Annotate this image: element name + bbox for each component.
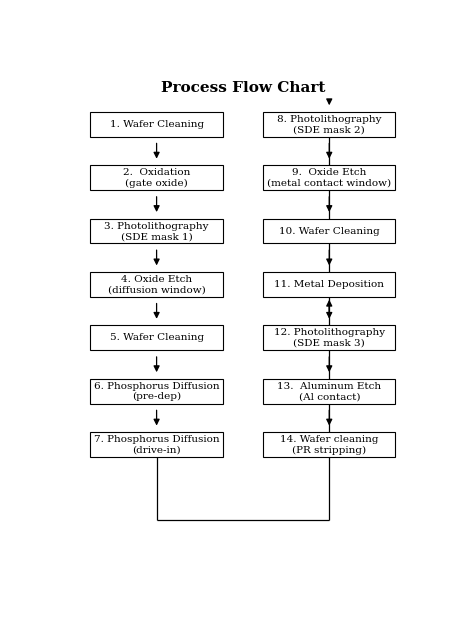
- Text: (metal contact window): (metal contact window): [267, 179, 392, 188]
- Text: (diffusion window): (diffusion window): [108, 285, 205, 295]
- Text: 10. Wafer Cleaning: 10. Wafer Cleaning: [279, 227, 380, 236]
- Text: (SDE mask 3): (SDE mask 3): [293, 339, 365, 348]
- Text: (drive-in): (drive-in): [132, 446, 181, 454]
- Text: 2.  Oxidation: 2. Oxidation: [123, 168, 190, 177]
- Text: (SDE mask 2): (SDE mask 2): [293, 125, 365, 134]
- Text: (SDE mask 1): (SDE mask 1): [121, 232, 192, 241]
- FancyBboxPatch shape: [263, 165, 395, 190]
- Text: 9.  Oxide Etch: 9. Oxide Etch: [292, 168, 366, 177]
- FancyBboxPatch shape: [263, 432, 395, 457]
- FancyBboxPatch shape: [91, 326, 223, 350]
- FancyBboxPatch shape: [263, 326, 395, 350]
- FancyBboxPatch shape: [91, 379, 223, 404]
- Text: 5. Wafer Cleaning: 5. Wafer Cleaning: [109, 334, 204, 342]
- Text: 12. Photolithography: 12. Photolithography: [273, 329, 385, 337]
- Text: Process Flow Chart: Process Flow Chart: [161, 80, 325, 95]
- FancyBboxPatch shape: [263, 112, 395, 137]
- FancyBboxPatch shape: [263, 219, 395, 243]
- FancyBboxPatch shape: [263, 272, 395, 297]
- Text: 6. Phosphorus Diffusion: 6. Phosphorus Diffusion: [94, 382, 219, 391]
- Text: (gate oxide): (gate oxide): [125, 179, 188, 188]
- Text: (pre-dep): (pre-dep): [132, 392, 181, 401]
- Text: 7. Phosphorus Diffusion: 7. Phosphorus Diffusion: [94, 435, 219, 444]
- Text: 1. Wafer Cleaning: 1. Wafer Cleaning: [109, 120, 204, 129]
- FancyBboxPatch shape: [263, 379, 395, 404]
- Text: 11. Metal Deposition: 11. Metal Deposition: [274, 280, 384, 289]
- FancyBboxPatch shape: [91, 165, 223, 190]
- Text: 8. Photolithography: 8. Photolithography: [277, 115, 382, 124]
- FancyBboxPatch shape: [91, 112, 223, 137]
- FancyBboxPatch shape: [91, 432, 223, 457]
- Text: 4. Oxide Etch: 4. Oxide Etch: [121, 275, 192, 284]
- Text: (PR stripping): (PR stripping): [292, 446, 366, 454]
- FancyBboxPatch shape: [91, 219, 223, 243]
- Text: 3. Photolithography: 3. Photolithography: [104, 222, 209, 231]
- FancyBboxPatch shape: [91, 272, 223, 297]
- Text: 14. Wafer cleaning: 14. Wafer cleaning: [280, 435, 379, 444]
- Text: 13.  Aluminum Etch: 13. Aluminum Etch: [277, 382, 381, 391]
- Text: (Al contact): (Al contact): [299, 392, 360, 401]
